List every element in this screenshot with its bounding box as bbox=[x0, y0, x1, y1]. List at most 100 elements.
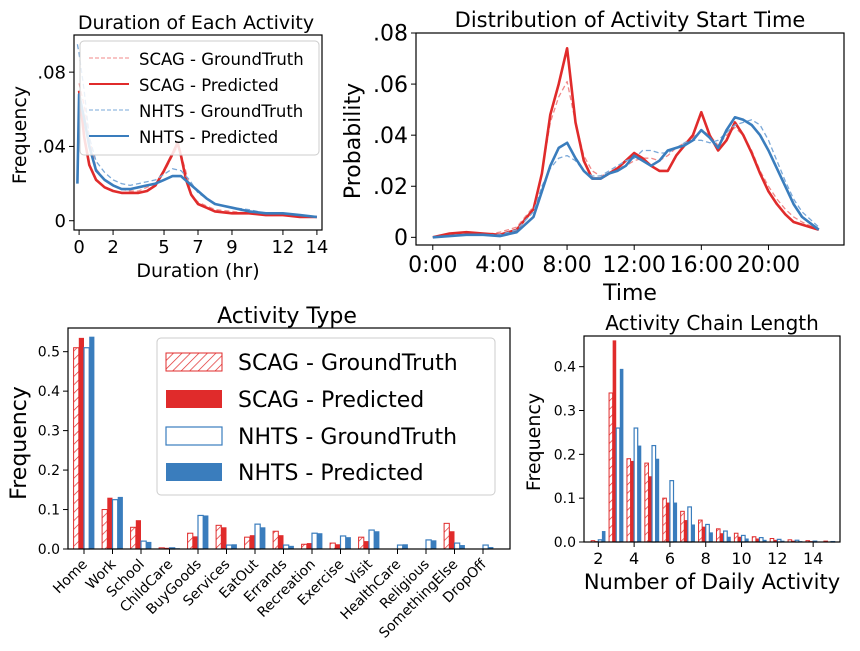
bar-len4-3 bbox=[637, 445, 642, 542]
x-tick-label: Home bbox=[50, 557, 91, 598]
x-tick-label: 6 bbox=[665, 549, 675, 568]
type-legend: SCAG - GroundTruth SCAG - Predicted NHTS… bbox=[156, 337, 496, 496]
x-tick-label: 10 bbox=[731, 549, 751, 568]
bar-recreation-1 bbox=[306, 543, 312, 549]
bar-len7-1 bbox=[684, 520, 688, 542]
bar-len4-0 bbox=[626, 458, 632, 543]
x-tick-label: 8:00 bbox=[542, 253, 591, 278]
bar-healthcare-3 bbox=[402, 544, 408, 549]
bar-len12-1 bbox=[773, 539, 778, 542]
y-tick-label: .08 bbox=[373, 22, 408, 47]
x-tick-label: 0 bbox=[73, 237, 84, 258]
x-tick-label: 8 bbox=[701, 549, 711, 568]
bar-visit-1 bbox=[363, 541, 369, 549]
chain-plot: 0.0 0.1 0.2 0.3 0.4 2 4 6 8 10 12 14 bbox=[554, 340, 839, 568]
y-tick-label: 0.3 bbox=[38, 424, 60, 440]
type-frame bbox=[67, 327, 511, 550]
y-tick-label: 0.4 bbox=[38, 384, 60, 400]
start-frame bbox=[415, 32, 845, 246]
bar-recreation-0 bbox=[301, 543, 308, 550]
type-legend-swatch-scag-pred bbox=[166, 390, 222, 408]
chain-ylabel: Frequency bbox=[523, 393, 545, 491]
duration-panel: Duration of Each Activity 0 2 5 7 9 12 14 0 .04.… bbox=[9, 12, 328, 282]
bar-home-0 bbox=[73, 347, 80, 550]
bar-school-2 bbox=[140, 540, 147, 550]
type-title: Activity Type bbox=[217, 304, 357, 329]
bar-visit-0 bbox=[358, 536, 365, 550]
bar-home-2 bbox=[83, 347, 90, 550]
chain-length-panel: Activity Chain Length 0.0 0.1 0.2 0.3 0.4 2 4 6… bbox=[523, 311, 841, 594]
bar-len7-3 bbox=[691, 524, 695, 542]
bar-len4-2 bbox=[633, 427, 639, 543]
y-tick-label: 0.3 bbox=[554, 404, 576, 420]
bar-work-0 bbox=[101, 509, 108, 550]
bar-recreation-3 bbox=[317, 533, 323, 549]
type-legend-swatch-nhts-pred bbox=[166, 463, 222, 481]
y-tick-label: .08 bbox=[37, 62, 66, 83]
bar-errands-3 bbox=[288, 545, 294, 549]
x-tick-label: 14 bbox=[803, 549, 823, 568]
bar-len6-0 bbox=[662, 497, 667, 543]
bar-somethingelse-0 bbox=[443, 522, 450, 550]
y-tick-label: 0.2 bbox=[38, 463, 60, 479]
bar-home-3 bbox=[89, 336, 95, 549]
bar-len3-3 bbox=[619, 368, 624, 542]
bar-errands-1 bbox=[278, 535, 284, 549]
x-tick-label: 12 bbox=[767, 549, 787, 568]
bar-len12-3 bbox=[780, 540, 785, 542]
y-tick-label: 0.1 bbox=[38, 503, 60, 519]
duration-legend-box bbox=[79, 40, 320, 156]
x-tick-label: 0:00 bbox=[408, 253, 457, 278]
bar-len10-2 bbox=[740, 534, 746, 543]
type-legend-label-nhts-gt: NHTS - GroundTruth bbox=[238, 425, 457, 450]
x-tick-label: 16:00 bbox=[670, 253, 733, 278]
bar-school-0 bbox=[130, 526, 137, 550]
bar-len3-2 bbox=[615, 427, 621, 543]
start-xlabel: Time bbox=[602, 281, 657, 306]
bar-visit-2 bbox=[368, 529, 375, 550]
bar-len11-1 bbox=[755, 538, 760, 542]
x-tick-label: 9 bbox=[226, 237, 237, 258]
bar-len10-0 bbox=[733, 532, 739, 543]
y-tick-label: 0 bbox=[55, 211, 66, 232]
bar-len9-0 bbox=[715, 528, 721, 543]
y-tick-label: .06 bbox=[373, 73, 408, 98]
x-tick-label: 4 bbox=[629, 549, 639, 568]
x-tick-label: 12:00 bbox=[602, 253, 665, 278]
series-line-nhts-groundtruth bbox=[432, 119, 820, 238]
bar-religious-2 bbox=[425, 539, 432, 550]
bar-school-3 bbox=[146, 541, 152, 549]
bar-work-3 bbox=[117, 496, 123, 549]
bar-len10-1 bbox=[737, 536, 742, 542]
bar-services-0 bbox=[215, 524, 222, 550]
bar-services-3 bbox=[231, 544, 237, 549]
bar-buygoods-0 bbox=[187, 532, 194, 550]
bar-work-1 bbox=[107, 497, 113, 549]
bar-len8-1 bbox=[702, 526, 706, 542]
bar-len10-3 bbox=[745, 538, 749, 542]
bar-len3-0 bbox=[608, 392, 614, 543]
bar-len7-0 bbox=[680, 510, 685, 543]
x-tick-label: 5 bbox=[158, 237, 169, 258]
y-tick-label: 0.1 bbox=[554, 491, 576, 507]
start-title: Distribution of Activity Start Time bbox=[455, 8, 806, 32]
y-tick-label: 0.2 bbox=[554, 447, 576, 463]
bar-len11-3 bbox=[763, 539, 767, 542]
bar-eatout-2 bbox=[254, 523, 261, 550]
bar-exercise-2 bbox=[339, 535, 347, 550]
bar-len3-1 bbox=[612, 340, 617, 542]
y-tick-label: .04 bbox=[37, 137, 66, 158]
bar-len6-2 bbox=[669, 480, 675, 543]
bar-len5-3 bbox=[655, 458, 660, 542]
bar-len9-3 bbox=[727, 536, 731, 542]
bar-errands-0 bbox=[272, 530, 279, 550]
chain-xlabel: Number of Daily Activity bbox=[584, 570, 840, 594]
bar-visit-3 bbox=[374, 531, 380, 549]
type-legend-swatch-scag-gt bbox=[165, 352, 223, 372]
series-line-nhts-predicted bbox=[432, 116, 820, 239]
start-plot: 0:00 4:00 8:00 12:00 16:00 20:00 0 .02 .04 .06 .08 bbox=[373, 22, 820, 278]
legend-label-nhts-gt: NHTS - GroundTruth bbox=[139, 102, 303, 121]
x-tick-label: 14 bbox=[305, 237, 328, 258]
activity-type-panel: Activity Type 0.00.10.20.30.40.5HomeWork… bbox=[7, 304, 511, 642]
x-tick-label: 2 bbox=[107, 237, 118, 258]
